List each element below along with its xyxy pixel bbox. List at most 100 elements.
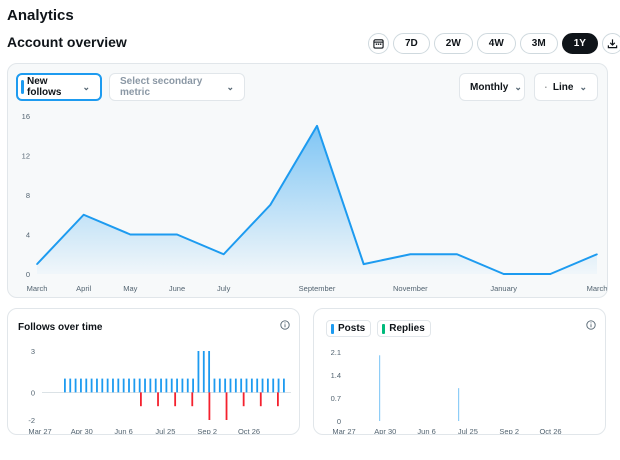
x-tick-label: January [490,284,517,293]
positive-bar [277,378,280,393]
y-tick-label: 8 [26,191,30,200]
positive-bar [128,378,130,393]
negative-bar [242,392,245,407]
x-tick-label: Sep 2 [197,427,217,435]
calendar-button[interactable] [368,33,389,54]
positive-bar [96,378,98,393]
chart-style-select[interactable]: Line ⌄ [534,73,598,101]
data-point [36,263,38,265]
positive-bar [165,378,168,393]
y-tick-label: -2 [28,416,35,425]
calendar-icon [373,39,384,49]
series-area [37,125,597,274]
line-chart-icon [545,86,547,88]
legend-replies[interactable]: Replies [377,320,431,337]
new-follows-line-chart: 0 4 8 12 16 March April May June July September Nov… [22,112,608,293]
x-tick-label: November [393,284,428,293]
positive-bar [133,378,136,393]
x-tick-label: March [587,284,608,293]
range-2w-button[interactable]: 2W [433,33,473,54]
date-range-bar: 7D 2W 4W 3M 1Y [368,33,620,54]
y-tick-label: 4 [26,231,30,240]
positive-bar [218,378,221,393]
data-point [269,204,272,206]
replies-swatch [382,323,386,334]
positive-bar [256,378,259,393]
positive-bar [283,378,285,393]
interval-select[interactable]: Monthly ⌄ [459,73,525,101]
range-4w-button[interactable]: 4W [476,33,516,54]
x-tick-label: Oct 26 [238,427,260,435]
posts-bar [458,388,460,421]
positive-bar [186,378,189,393]
positive-bar [245,378,248,393]
positive-bar [138,378,141,393]
data-point [362,263,365,265]
y-tick-label: 12 [22,152,30,161]
positive-bar [160,378,162,393]
card-title: Follows over time [18,322,103,333]
positive-bar [181,378,184,393]
range-7d-button[interactable]: 7D [393,33,430,54]
x-tick-label: Mar 27 [332,427,355,435]
positive-bar [213,378,216,393]
positive-bar [208,351,211,393]
data-point [596,253,598,256]
download-icon [607,39,618,49]
y-tick-label: 0.7 [331,394,341,403]
positive-bar [106,378,109,393]
chart-legend: Posts Replies [326,320,431,337]
range-3m-button[interactable]: 3M [519,33,558,54]
positive-bar [64,378,66,393]
chevron-down-icon: ⌄ [579,81,587,92]
legend-posts[interactable]: Posts [326,320,372,337]
negative-bar [174,392,177,407]
positive-bar [170,378,173,393]
info-icon[interactable] [280,320,290,330]
x-tick-label: September [299,284,336,293]
positive-bar [224,378,227,393]
data-point [129,233,132,236]
primary-metric-select[interactable]: New follows ⌄ [16,73,102,101]
positive-bar [197,351,200,393]
range-1y-button[interactable]: 1Y [561,33,598,54]
secondary-metric-select[interactable]: Select secondary metric ⌄ [109,73,245,101]
x-tick-label: Jun 6 [417,427,435,435]
chevron-down-icon: ⌄ [226,81,234,92]
negative-bar [140,392,142,407]
follows-over-time-chart: -2 0 3 Mar 27 Apr 30 Jun 6 Jul 25 Sep 2 Oct 26 [28,347,291,435]
y-tick-label: 16 [22,112,30,121]
positive-bar [266,378,269,393]
x-tick-label: July [217,284,231,293]
negative-bar [225,392,228,420]
negative-bar [259,392,262,407]
chevron-down-icon: ⌄ [514,81,522,92]
posts-replies-chart: 0 0.7 1.4 2.1 Mar 27 Apr 30 Jun 6 Jul 25 Sep 2 Oc… [331,348,562,435]
positive-bar [80,378,82,393]
positive-bar [112,378,114,393]
positive-bar [192,378,194,393]
positive-bar [202,351,205,393]
x-tick-label: Apr 30 [71,427,93,435]
x-tick-label: Oct 26 [539,427,561,435]
data-point [409,253,412,256]
positive-bar [74,378,77,393]
secondary-metric-placeholder: Select secondary metric [120,76,203,98]
x-tick-label: Apr 30 [374,427,396,435]
x-tick-label: Sep 2 [499,427,519,435]
positive-bar [234,378,237,393]
info-icon[interactable] [586,320,596,330]
download-button[interactable] [601,33,620,54]
data-point [82,213,85,216]
positive-bar [69,378,72,393]
x-tick-label: Mar 27 [28,427,51,435]
data-point [549,273,552,275]
x-tick-label: Jul 25 [458,427,478,435]
chart-style-label: Line [552,81,574,93]
y-tick-label: 2.1 [331,348,341,357]
y-tick-label: 0 [337,417,341,426]
x-tick-label: April [76,284,91,293]
primary-metric-label: New follows [27,76,62,98]
follows-over-time-card: Follows over time -2 0 3 Mar 27 Apr 30 Jun 6 J… [7,308,300,435]
posts-swatch [331,323,334,334]
